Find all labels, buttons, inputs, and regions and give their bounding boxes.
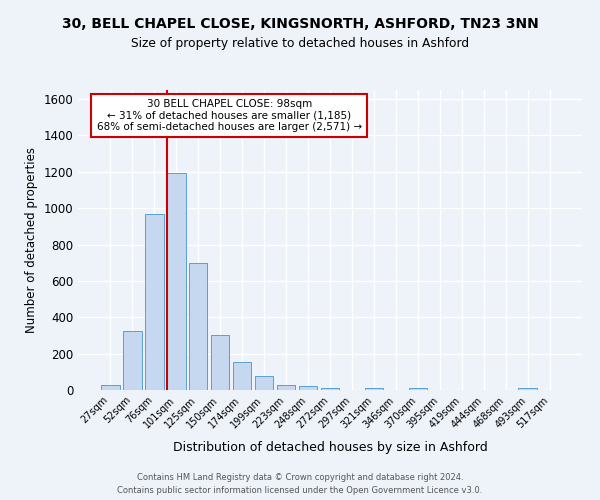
Text: Size of property relative to detached houses in Ashford: Size of property relative to detached ho… — [131, 38, 469, 51]
Bar — [211, 334, 229, 390]
Text: Contains public sector information licensed under the Open Government Licence v3: Contains public sector information licen… — [118, 486, 482, 495]
Bar — [320, 388, 340, 390]
Text: 30 BELL CHAPEL CLOSE: 98sqm
← 31% of detached houses are smaller (1,185)
68% of : 30 BELL CHAPEL CLOSE: 98sqm ← 31% of det… — [97, 99, 362, 132]
Bar — [365, 388, 383, 390]
Y-axis label: Number of detached properties: Number of detached properties — [25, 147, 38, 333]
Bar — [233, 362, 251, 390]
X-axis label: Distribution of detached houses by size in Ashford: Distribution of detached houses by size … — [173, 441, 487, 454]
Bar — [101, 386, 119, 390]
Bar — [189, 262, 208, 390]
Text: Contains HM Land Registry data © Crown copyright and database right 2024.: Contains HM Land Registry data © Crown c… — [137, 472, 463, 482]
Bar — [167, 172, 185, 390]
Text: 30, BELL CHAPEL CLOSE, KINGSNORTH, ASHFORD, TN23 3NN: 30, BELL CHAPEL CLOSE, KINGSNORTH, ASHFO… — [62, 18, 538, 32]
Bar — [277, 384, 295, 390]
Bar — [255, 376, 274, 390]
Bar — [299, 386, 317, 390]
Bar — [123, 331, 142, 390]
Bar — [145, 214, 164, 390]
Bar — [409, 388, 427, 390]
Bar — [518, 388, 537, 390]
